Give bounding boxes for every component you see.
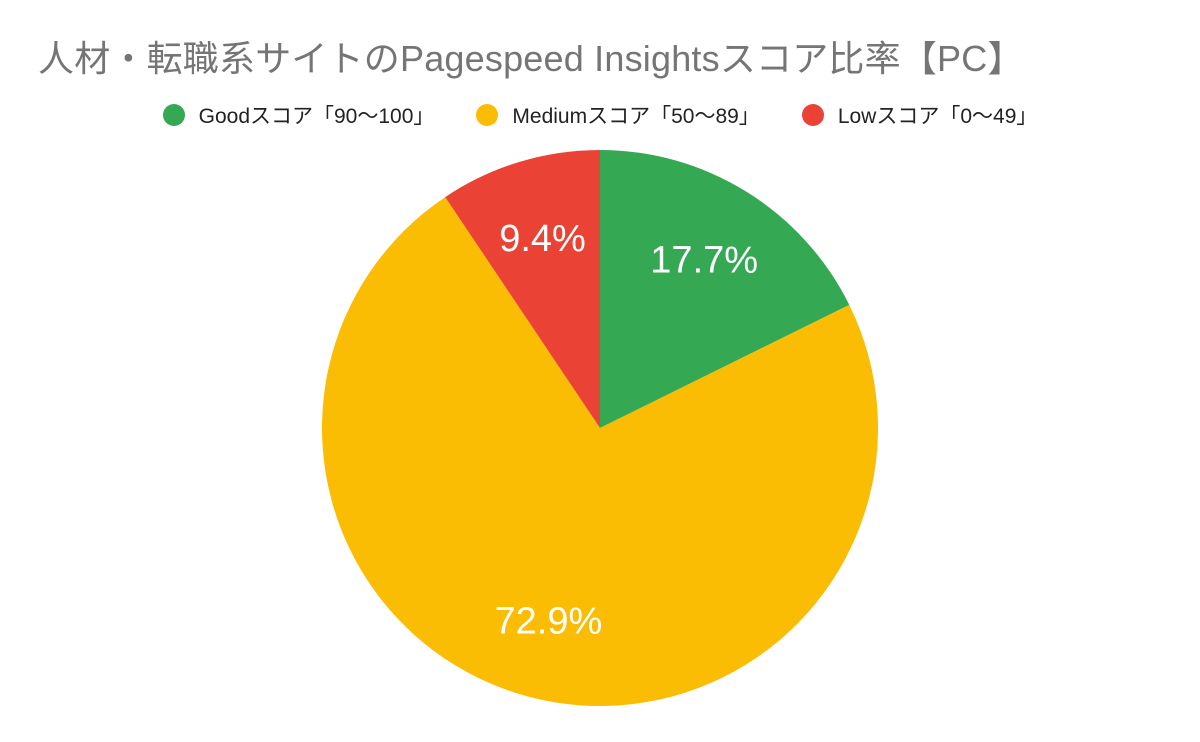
chart-title: 人材・転職系サイトのPagespeed Insightsスコア比率【PC】 [38, 38, 1024, 79]
pie-slice-low[interactable] [445, 150, 600, 428]
legend-item-good[interactable]: Goodスコア「90〜100」 [162, 100, 435, 130]
chart-legend: Goodスコア「90〜100」 Mediumスコア「50〜89」 Lowスコア「… [0, 100, 1200, 130]
pie-slice-medium[interactable] [321, 197, 878, 706]
legend-label-good: Goodスコア「90〜100」 [198, 105, 435, 128]
legend-marker-good [162, 104, 185, 126]
slice-label-good: 17.7% [650, 239, 758, 281]
slice-label-medium: 72.9% [495, 600, 603, 642]
legend-marker-medium [476, 104, 499, 126]
legend-item-medium[interactable]: Mediumスコア「50〜89」 [476, 100, 760, 130]
pie-slice-good[interactable] [600, 150, 850, 428]
legend-marker-low [801, 104, 824, 126]
legend-label-medium: Mediumスコア「50〜89」 [512, 105, 760, 128]
legend-label-low: Lowスコア「0〜49」 [837, 105, 1038, 128]
slice-label-low: 9.4% [499, 218, 586, 260]
legend-item-low[interactable]: Lowスコア「0〜49」 [801, 100, 1038, 130]
